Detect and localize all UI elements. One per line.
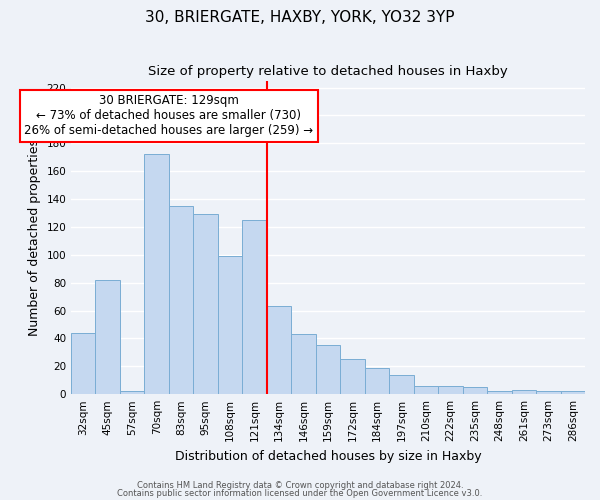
Bar xyxy=(560,392,585,394)
Bar xyxy=(536,392,560,394)
Bar xyxy=(169,206,193,394)
Bar xyxy=(145,154,169,394)
Bar xyxy=(71,333,95,394)
Text: 30, BRIERGATE, HAXBY, YORK, YO32 3YP: 30, BRIERGATE, HAXBY, YORK, YO32 3YP xyxy=(145,10,455,25)
Bar xyxy=(463,387,487,394)
Bar xyxy=(242,220,267,394)
Text: Contains public sector information licensed under the Open Government Licence v3: Contains public sector information licen… xyxy=(118,488,482,498)
Text: Contains HM Land Registry data © Crown copyright and database right 2024.: Contains HM Land Registry data © Crown c… xyxy=(137,481,463,490)
Bar xyxy=(120,392,145,394)
Y-axis label: Number of detached properties: Number of detached properties xyxy=(28,139,41,336)
Bar xyxy=(487,392,512,394)
Text: 30 BRIERGATE: 129sqm
← 73% of detached houses are smaller (730)
26% of semi-deta: 30 BRIERGATE: 129sqm ← 73% of detached h… xyxy=(25,94,313,138)
Bar xyxy=(389,374,413,394)
X-axis label: Distribution of detached houses by size in Haxby: Distribution of detached houses by size … xyxy=(175,450,481,462)
Bar xyxy=(438,386,463,394)
Title: Size of property relative to detached houses in Haxby: Size of property relative to detached ho… xyxy=(148,65,508,78)
Bar xyxy=(340,360,365,394)
Bar xyxy=(316,346,340,394)
Bar xyxy=(512,390,536,394)
Bar xyxy=(95,280,120,394)
Bar xyxy=(413,386,438,394)
Bar xyxy=(365,368,389,394)
Bar xyxy=(267,306,291,394)
Bar xyxy=(291,334,316,394)
Bar xyxy=(193,214,218,394)
Bar xyxy=(218,256,242,394)
